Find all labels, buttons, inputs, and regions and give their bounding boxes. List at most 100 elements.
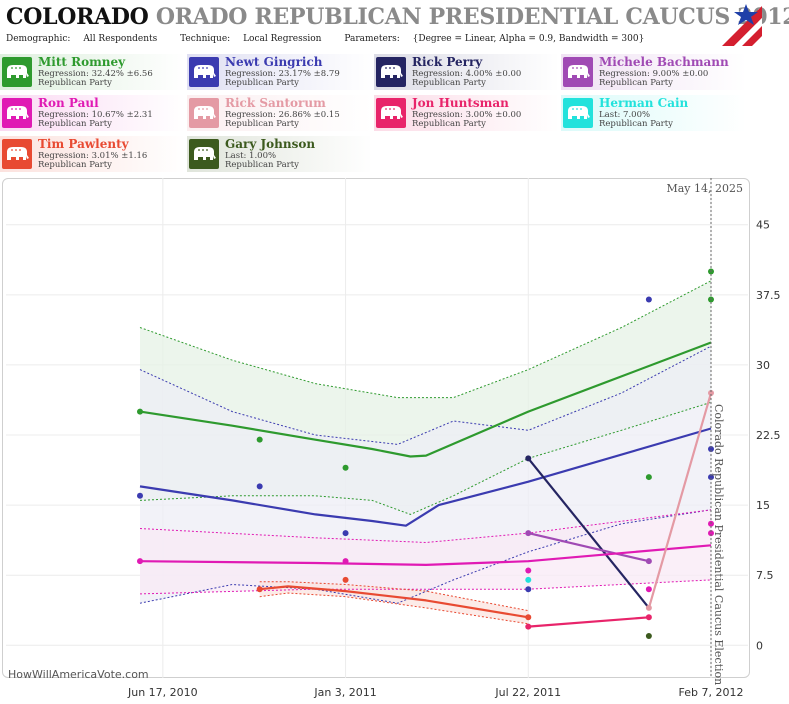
candidate-party: Republican Party: [412, 119, 486, 129]
candidate-party: Republican Party: [38, 160, 112, 170]
tim-pawlenty-lower-bound: [259, 592, 529, 625]
tim-pawlenty-upper-bound: [259, 581, 529, 612]
elephant-icon: [376, 98, 406, 128]
y-tick-label: 37.5: [756, 289, 781, 302]
candidate-tim-pawlenty: Tim Pawlenty Regression: 3.01% ±1.16 Repub…: [0, 136, 186, 172]
jon-huntsman-trend-line: [528, 616, 649, 628]
elephant-icon: [189, 98, 219, 128]
mitt-romney-poll-point: [137, 408, 143, 415]
candidate-stat: Regression: 10.67% ±2.31: [38, 110, 153, 120]
rick-perry-trend-line: [527, 457, 650, 609]
elephant-icon: [563, 98, 593, 128]
candidate-jon-huntsman: Jon Huntsman Regression: 3.00% ±0.00 Repub…: [374, 95, 560, 131]
elephant-icon: [2, 139, 32, 169]
candidate-ron-paul: Ron Paul Regression: 10.67% ±2.31 Republic…: [0, 95, 186, 131]
ron-paul-lower-bound: [139, 579, 712, 595]
candidate-rick-perry: Rick Perry Regression: 4.00% ±0.00 Republi…: [374, 54, 560, 90]
x-tick-label: Jun 17, 2010: [127, 686, 198, 699]
candidate-party: Republican Party: [412, 78, 486, 88]
mitt-romney-upper-bound: [139, 280, 712, 399]
herman-cain-poll-point: [525, 576, 532, 583]
mitt-romney-poll-point: [645, 474, 652, 481]
y-tick-label: 30: [756, 359, 770, 372]
elephant-icon: [2, 98, 32, 128]
elephant-icon: [2, 57, 32, 87]
candidate-michele-bachmann: Michele Bachmann Regression: 9.00% ±0.00 R…: [561, 54, 747, 90]
michele-bachmann-poll-point: [645, 558, 652, 565]
rick-santorum-poll-point: [645, 604, 652, 611]
candidate-stat: Regression: 26.86% ±0.15: [225, 110, 340, 120]
candidate-stat: Regression: 3.01% ±1.16: [38, 151, 148, 161]
ron-paul-poll-point: [137, 558, 143, 565]
newt-gingrich-poll-point: [708, 474, 714, 481]
candidate-stat: Last: 7.00%: [599, 110, 651, 120]
candidate-stat: Regression: 3.00% ±0.00: [412, 110, 522, 120]
mitt-romney-poll-point: [342, 464, 349, 471]
candidate-stat: Regression: 4.00% ±0.00: [412, 69, 522, 79]
elephant-icon: [563, 57, 593, 87]
tim-pawlenty-poll-point: [342, 576, 349, 583]
x-tick-label: Feb 7, 2012: [679, 686, 744, 699]
election-label: Colorado Republican Presidential Caucus …: [712, 404, 725, 685]
parameters-value: {Degree = Linear, Alpha = 0.9, Bandwidth…: [412, 34, 645, 44]
page-title: COLORADO ORADO REPUBLICAN PRESIDENTIAL C…: [6, 4, 789, 30]
gary-johnson-poll-point: [645, 632, 652, 639]
newt-gingrich-poll-point: [525, 586, 532, 593]
newt-gingrich-poll-point: [645, 296, 652, 303]
candidate-party: Republican Party: [225, 78, 299, 88]
title-rest: ORADO REPUBLICAN PRESIDENTIAL CAUCUS 201…: [155, 4, 789, 30]
newt-gingrich-lower-bound: [139, 509, 712, 604]
candidate-party: Republican Party: [599, 119, 673, 129]
michele-bachmann-trend-line: [528, 532, 650, 563]
parameters-line: Demographic: All Respondents Technique: …: [6, 34, 645, 44]
demographic-value: All Respondents: [83, 34, 158, 44]
candidate-name: Herman Cain: [599, 96, 689, 110]
candidate-name: Rick Santorum: [225, 96, 326, 110]
ron-paul-poll-point: [342, 558, 349, 565]
newt-gingrich-poll-point: [256, 483, 263, 490]
candidate-name: Mitt Romney: [38, 55, 126, 69]
candidate-name: Jon Huntsman: [412, 96, 509, 110]
ron-paul-poll-point: [645, 586, 652, 593]
x-tick-label: Jan 3, 2011: [313, 686, 376, 699]
technique-value: Local Regression: [243, 34, 322, 44]
elephant-icon: [189, 57, 219, 87]
ron-paul-trend-line: [139, 544, 712, 566]
y-tick-label: 15: [756, 499, 770, 512]
candidate-name: Newt Gingrich: [225, 55, 323, 69]
site-credit: HowWillAmericaVote.com: [8, 668, 149, 681]
y-tick-label: 7.5: [756, 569, 774, 582]
candidate-stat: Regression: 9.00% ±0.00: [599, 69, 709, 79]
candidate-name: Tim Pawlenty: [38, 137, 129, 151]
newt-gingrich-upper-bound: [139, 345, 712, 445]
newt-gingrich-trend-line: [139, 427, 712, 527]
candidate-party: Republican Party: [225, 160, 299, 170]
candidate-party: Republican Party: [38, 78, 112, 88]
michele-bachmann-poll-point: [525, 530, 532, 537]
candidate-stat: Regression: 23.17% ±8.79: [225, 69, 340, 79]
candidate-name: Gary Johnson: [225, 137, 316, 151]
elephant-icon: [376, 57, 406, 87]
candidate-name: Michele Bachmann: [599, 55, 729, 69]
y-tick-label: 0: [756, 639, 763, 652]
title-state: COLORADO: [6, 4, 149, 30]
ron-paul-poll-point: [525, 567, 532, 574]
newt-gingrich-poll-point: [708, 446, 714, 453]
candidate-mitt-romney: Mitt Romney Regression: 32.42% ±6.56 Repub…: [0, 54, 186, 90]
rick-santorum-poll-point: [708, 389, 714, 396]
candidate-name: Rick Perry: [412, 55, 483, 69]
tim-pawlenty-poll-point: [256, 586, 263, 593]
current-date-label: May 14, 2025: [666, 182, 743, 195]
ron-paul-poll-point: [708, 530, 714, 537]
flag-logo-icon: [718, 2, 766, 50]
ron-paul-upper-bound: [139, 509, 712, 544]
rick-santorum-trend-line: [647, 392, 713, 609]
mitt-romney-poll-point: [256, 436, 263, 443]
rick-perry-poll-point: [525, 455, 532, 462]
tim-pawlenty-poll-point: [525, 614, 532, 621]
jon-huntsman-poll-point: [645, 614, 652, 621]
candidate-herman-cain: Herman Cain Last: 7.00% Republican Party: [561, 95, 747, 131]
candidate-rick-santorum: Rick Santorum Regression: 26.86% ±0.15 Rep…: [187, 95, 373, 131]
plot-frame: [2, 178, 750, 678]
mitt-romney-lower-bound: [139, 401, 712, 515]
